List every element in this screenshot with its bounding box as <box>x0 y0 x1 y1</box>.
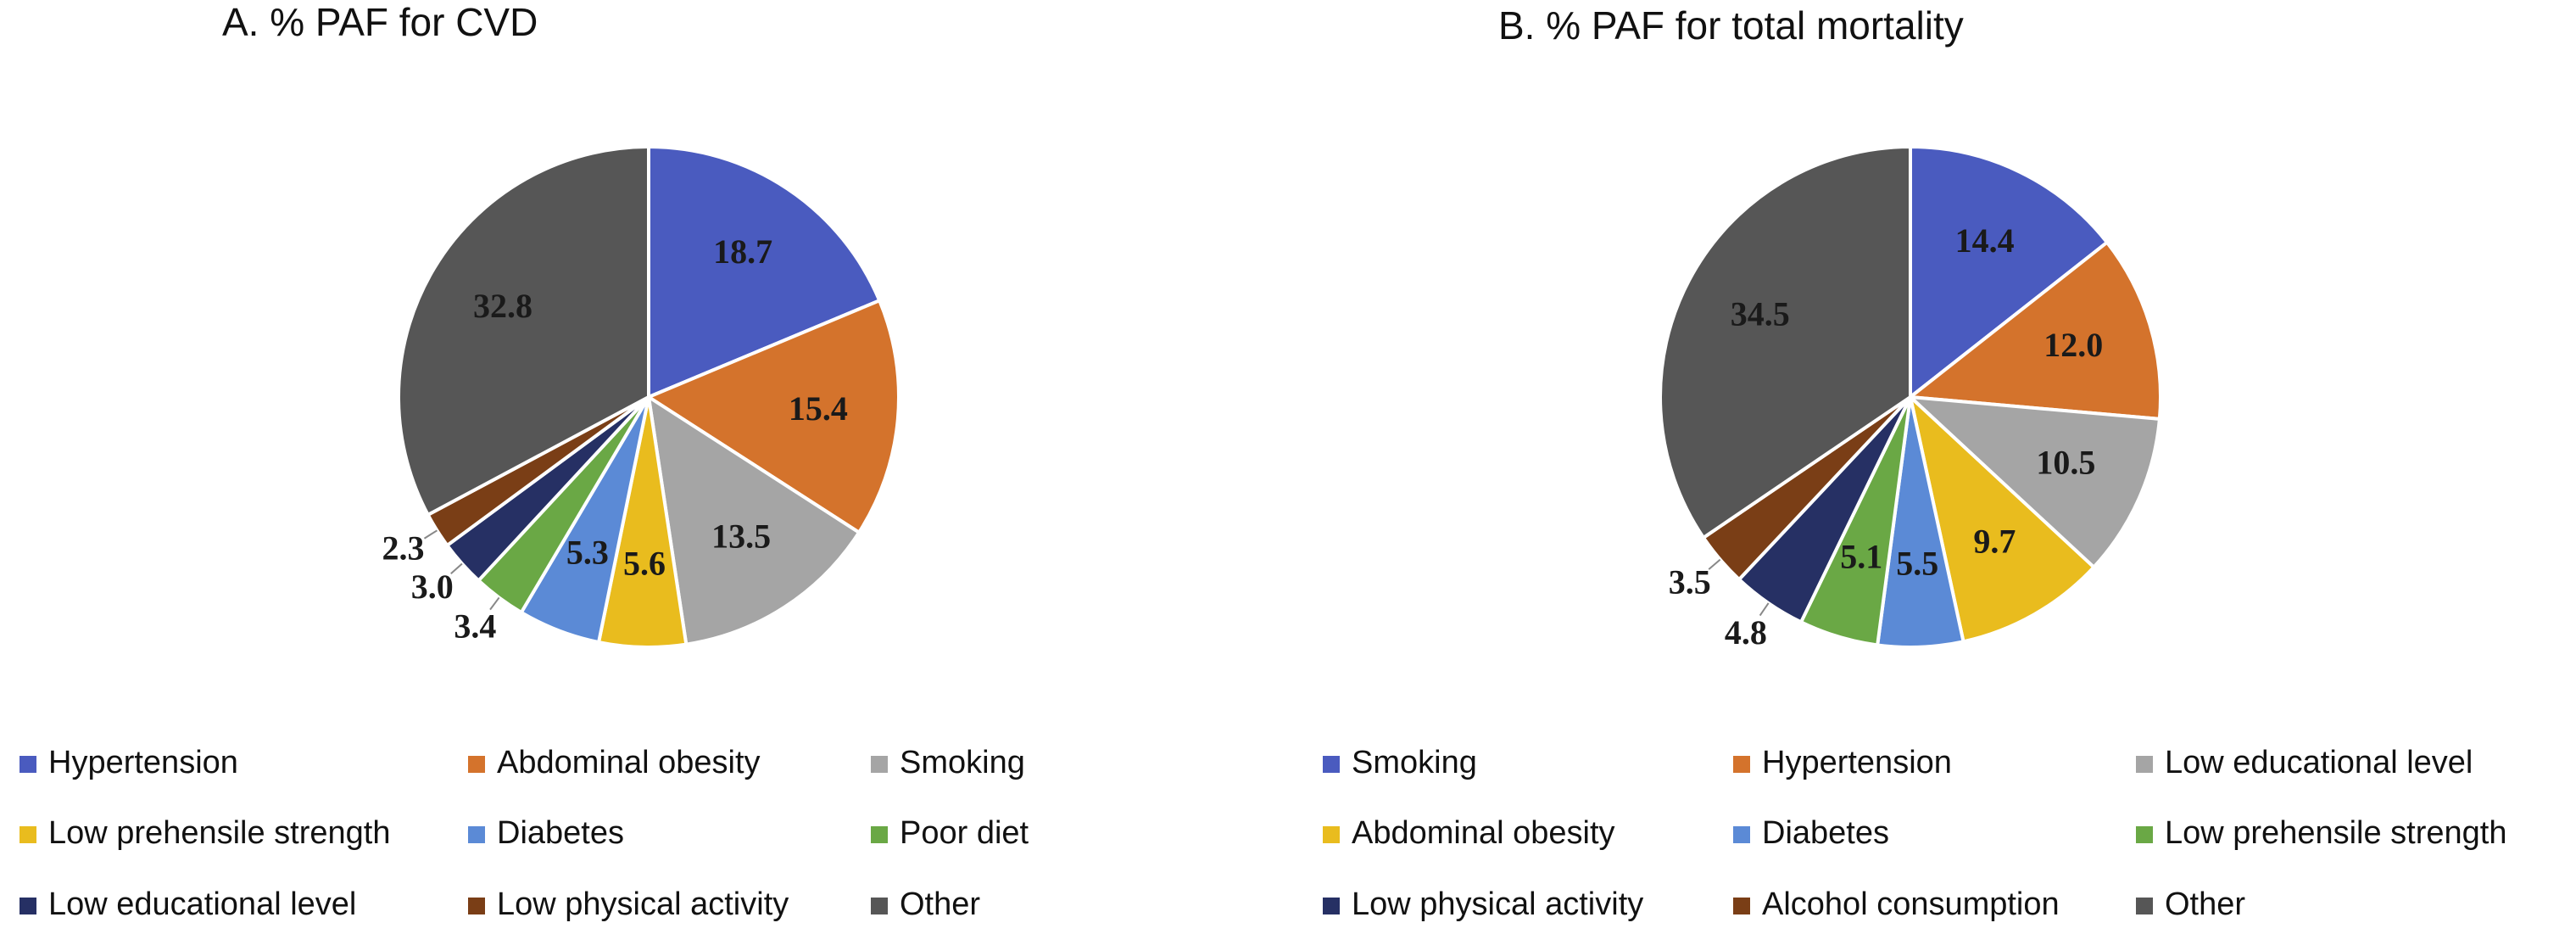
pie-slice <box>1909 144 2110 401</box>
leader-line <box>1759 602 1770 617</box>
legend-label: Smoking <box>1352 745 1477 780</box>
value-label: 4.8 <box>1725 613 1767 652</box>
pie-slice <box>1907 392 2097 644</box>
legend-swatch <box>2136 898 2153 914</box>
value-label: 5.5 <box>1896 545 1938 583</box>
legend-label: Hypertension <box>48 745 238 780</box>
pie-slice <box>646 393 861 646</box>
legend-swatch <box>871 826 888 843</box>
value-label: 3.0 <box>411 568 454 606</box>
leader-line <box>1708 558 1721 570</box>
value-label: 3.4 <box>454 607 496 645</box>
pie-slice <box>1659 144 1912 540</box>
legend-label: Low physical activity <box>497 886 789 922</box>
legend-label: Other <box>2165 886 2245 922</box>
legend-label: Poor diet <box>900 815 1029 851</box>
legend-swatch <box>20 898 36 914</box>
legend-swatch <box>1323 756 1340 773</box>
value-label: 5.3 <box>566 533 609 571</box>
legend-label: Other <box>900 886 980 922</box>
legend-swatch <box>2136 826 2153 843</box>
value-label: 2.3 <box>382 529 424 568</box>
legend-label: Abdominal obesity <box>1352 815 1615 851</box>
leader-line <box>450 562 463 575</box>
legend-label: Low educational level <box>2165 745 2473 780</box>
legend-swatch <box>468 756 485 773</box>
legend-label: Diabetes <box>1762 815 1889 851</box>
legend-swatch <box>1733 898 1750 914</box>
value-label: 13.5 <box>711 517 771 556</box>
legend-swatch <box>871 756 888 773</box>
legend-swatch <box>2136 756 2153 773</box>
legend-label: Smoking <box>900 745 1025 780</box>
value-label: 14.4 <box>1955 221 2015 260</box>
value-label: 18.7 <box>713 232 772 271</box>
pie-slice <box>1905 239 2162 422</box>
legend-swatch <box>468 898 485 914</box>
chart-title: A. % PAF for CVD <box>222 0 538 44</box>
legend-swatch <box>1323 826 1340 843</box>
legend-swatch <box>20 826 36 843</box>
pie-slice <box>397 144 650 517</box>
legend-swatch <box>1323 898 1340 914</box>
legend-label: Low prehensile strength <box>2165 815 2506 851</box>
legend-swatch <box>1733 756 1750 773</box>
legend-label: Abdominal obesity <box>497 745 761 780</box>
legend-swatch <box>468 826 485 843</box>
value-label: 5.6 <box>623 545 666 583</box>
leader-line <box>489 596 500 611</box>
chart-title: B. % PAF for total mortality <box>1498 3 1964 48</box>
value-label: 32.8 <box>473 287 532 325</box>
legend-swatch <box>871 898 888 914</box>
legend-label: Low educational level <box>48 886 356 922</box>
value-label: 9.7 <box>1973 522 2016 560</box>
legend-swatch <box>1733 826 1750 843</box>
legend-label: Diabetes <box>497 815 624 851</box>
value-label: 3.5 <box>1669 562 1711 601</box>
value-label: 5.1 <box>1840 537 1882 575</box>
legend-label: Alcohol consumption <box>1762 886 2060 922</box>
value-label: 12.0 <box>2044 326 2103 364</box>
legend-label: Low physical activity <box>1352 886 1643 922</box>
value-label: 15.4 <box>789 389 848 428</box>
pie-slice <box>647 144 882 400</box>
leader-line <box>423 529 438 540</box>
value-label: 34.5 <box>1731 294 1790 333</box>
pie-slice <box>1905 394 2162 570</box>
pie-slice <box>644 298 900 535</box>
legend-swatch <box>20 756 36 773</box>
value-label: 10.5 <box>2036 444 2095 482</box>
legend-label: Hypertension <box>1762 745 1952 780</box>
legend-label: Low prehensile strength <box>48 815 390 851</box>
